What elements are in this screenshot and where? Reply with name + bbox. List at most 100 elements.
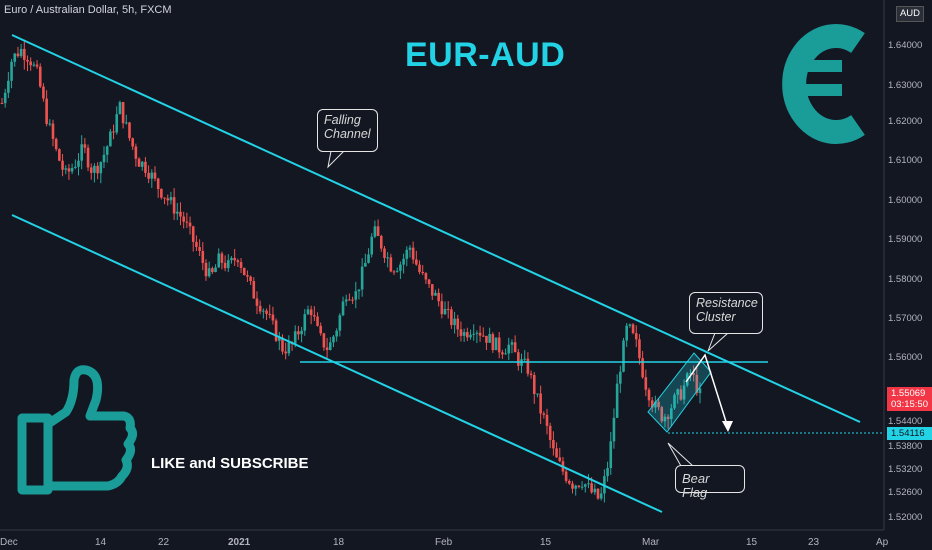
- candle-body: [96, 165, 99, 174]
- falling-channel-upper-line[interactable]: [11, 34, 861, 423]
- candle-body: [676, 389, 679, 395]
- resistance-callout-pointer: [707, 332, 730, 352]
- candle-body: [201, 250, 205, 263]
- candle-body: [281, 337, 284, 352]
- candle-body: [265, 310, 268, 314]
- x-axis-ticks: Dec 14 22 2021 18 Feb 15 Mar 15 23 Ap: [0, 537, 889, 548]
- candle-body: [395, 270, 399, 272]
- candle-body: [367, 254, 370, 263]
- x-tick-label: 15: [746, 537, 758, 548]
- thumbs-up-icon: [17, 365, 138, 495]
- candle-body: [35, 64, 39, 67]
- candle-body: [115, 114, 119, 133]
- candle-body: [360, 266, 364, 290]
- candle-body: [175, 211, 179, 214]
- x-tick-label: Feb: [435, 537, 453, 548]
- candle-body: [373, 226, 377, 237]
- candle-body: [77, 160, 80, 167]
- candle-body: [300, 330, 303, 335]
- candle-body: [507, 344, 511, 354]
- candle-body: [147, 172, 150, 179]
- candle-body: [309, 309, 313, 316]
- candle-body: [402, 258, 405, 265]
- candle-body: [144, 161, 147, 173]
- candle-body: [29, 61, 32, 66]
- candle-body: [571, 483, 574, 489]
- candle-body: [389, 257, 393, 272]
- candle-body: [558, 457, 562, 462]
- y-tick-label: 1.59000: [888, 234, 922, 245]
- candle-body: [204, 262, 208, 277]
- candle-body: [93, 165, 96, 173]
- candle-body: [179, 211, 182, 217]
- symbol-title[interactable]: Euro / Australian Dollar, 5h, FXCM: [4, 4, 172, 16]
- candle-body: [650, 400, 654, 408]
- candle-body: [634, 333, 638, 340]
- candle-body: [545, 414, 549, 426]
- candle-body: [211, 268, 214, 273]
- y-tick-label: 1.64000: [888, 40, 922, 51]
- candle-body: [303, 314, 307, 331]
- candle-body: [220, 253, 224, 263]
- candle-body: [319, 325, 323, 334]
- candle-body: [83, 144, 87, 148]
- candle-body: [596, 488, 600, 499]
- candle-body: [166, 198, 170, 201]
- projection-path[interactable]: [685, 353, 729, 429]
- candle-body: [542, 413, 546, 415]
- currency-badge[interactable]: AUD: [896, 6, 924, 22]
- candle-body: [255, 298, 259, 306]
- candle-body: [137, 158, 141, 167]
- candle-body: [51, 123, 55, 139]
- candle-body: [0, 103, 4, 104]
- candle-body: [593, 488, 597, 493]
- candle-body: [351, 299, 354, 301]
- candle-body: [434, 292, 437, 296]
- target-price-tag: 1.54116: [887, 427, 932, 440]
- candle-body: [405, 249, 409, 259]
- candle-body: [418, 264, 421, 273]
- candle-body: [462, 332, 466, 336]
- candle-body: [80, 144, 83, 161]
- candle-body: [32, 64, 36, 66]
- candle-body: [574, 485, 577, 489]
- candle-body: [169, 197, 173, 201]
- candle-body: [198, 247, 201, 251]
- candle-body: [217, 253, 221, 268]
- candle-body: [583, 484, 587, 487]
- candle-body: [364, 262, 367, 267]
- x-tick-label: Ap: [876, 537, 889, 548]
- candle-body: [376, 226, 380, 236]
- candle-body: [125, 122, 128, 124]
- candle-body: [357, 289, 361, 292]
- candle-body: [61, 160, 64, 170]
- y-tick-label: 1.58000: [888, 274, 922, 285]
- candle-body: [252, 281, 256, 299]
- candle-body: [679, 389, 683, 400]
- falling-channel-lower-line[interactable]: [11, 214, 663, 513]
- bear-flag-channel[interactable]: [647, 352, 712, 433]
- bear-flag-callout[interactable]: Bear Flag: [675, 465, 745, 500]
- candle-body: [548, 425, 552, 440]
- resistance-cluster-callout[interactable]: Resistance Cluster: [689, 292, 763, 334]
- candle-body: [332, 336, 335, 343]
- candle-body: [491, 334, 495, 351]
- x-tick-label: 15: [540, 537, 552, 548]
- candle-body: [698, 388, 702, 394]
- candle-body: [163, 197, 166, 199]
- falling-channel-callout[interactable]: Falling Channel: [317, 109, 378, 152]
- candle-body: [223, 262, 227, 269]
- candle-body: [58, 149, 61, 161]
- candle-body: [587, 483, 590, 485]
- candle-body: [10, 61, 13, 81]
- candle-body: [262, 310, 265, 312]
- candle-body: [392, 271, 396, 273]
- candle-body: [313, 315, 316, 317]
- candle-body: [692, 373, 695, 375]
- candle-body: [287, 342, 291, 354]
- candle-body: [74, 166, 77, 168]
- y-tick-label: 1.62000: [888, 116, 922, 127]
- candle-body: [233, 257, 236, 261]
- candle-body: [682, 385, 686, 400]
